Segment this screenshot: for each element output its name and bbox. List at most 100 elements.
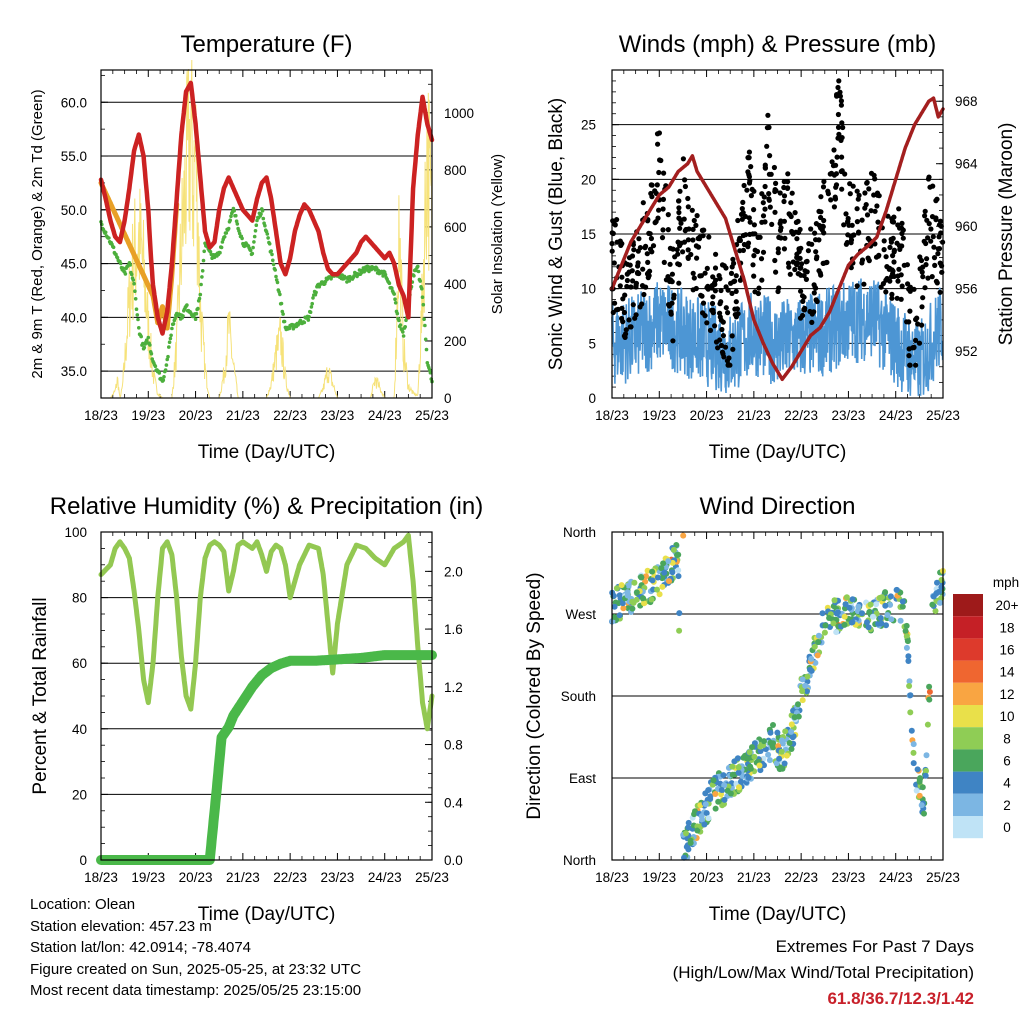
- direction-point: [907, 709, 914, 716]
- extremes-values: 61.8/36.7/12.3/1.42: [827, 989, 974, 1008]
- gust-point: [884, 275, 890, 282]
- direction-point: [834, 609, 841, 616]
- chart-title: Relative Humidity (%) & Precipitation (i…: [50, 493, 483, 520]
- y-axis-label: Direction (Colored By Speed): [524, 572, 545, 819]
- x-tick-label: 19/23: [131, 408, 165, 423]
- x-tick-label: 18/23: [595, 408, 629, 423]
- direction-point: [638, 574, 645, 581]
- gust-point: [785, 179, 791, 185]
- gust-point: [891, 247, 898, 253]
- direction-point: [846, 604, 853, 611]
- dewpoint-point: [169, 333, 173, 338]
- plot-frame: [100, 69, 433, 399]
- gust-point: [694, 213, 700, 219]
- gust-point: [811, 290, 817, 296]
- gust-point: [668, 311, 674, 317]
- dewpoint-point: [167, 340, 172, 345]
- gust-point: [800, 298, 806, 304]
- gust-point: [624, 283, 630, 290]
- gust-point: [814, 254, 820, 260]
- gust-point: [628, 284, 634, 290]
- extremes-description: (High/Low/Max Wind/Total Precipitation): [672, 963, 974, 982]
- direction-point: [812, 659, 819, 666]
- y2-tick-label: 1.6: [444, 622, 463, 637]
- gust-point: [778, 235, 784, 241]
- direction-point: [826, 615, 833, 621]
- legend-swatch: [953, 682, 983, 705]
- direction-point: [775, 743, 782, 749]
- direction-point: [617, 595, 624, 602]
- gust-point: [850, 232, 856, 238]
- dewpoint-point: [149, 351, 154, 356]
- latest-timestamp: Most recent data timestamp: 2025/05/25 2…: [30, 982, 362, 1000]
- direction-point: [883, 622, 889, 629]
- gust-point: [723, 284, 729, 290]
- gust-point: [818, 194, 824, 200]
- direction-point: [905, 658, 912, 664]
- gust-point: [693, 222, 699, 228]
- gust-point: [798, 288, 804, 294]
- gust-point: [665, 227, 671, 233]
- dewpoint-point: [274, 274, 278, 279]
- gust-point: [924, 256, 930, 262]
- dewpoint-point: [383, 272, 388, 277]
- legend-swatch: [953, 749, 983, 772]
- gust-point: [645, 270, 651, 276]
- legend-label: 8: [1003, 731, 1011, 746]
- gust-point: [838, 102, 845, 108]
- y2-tick-label: 2.0: [444, 564, 463, 579]
- gust-point: [916, 340, 923, 346]
- gust-point: [895, 222, 901, 228]
- x-tick-label: 24/23: [879, 870, 913, 885]
- gust-point: [718, 342, 725, 349]
- gust-point: [836, 131, 842, 137]
- dewpoint-point: [240, 236, 244, 241]
- gust-point: [682, 183, 689, 190]
- dewpoint-point: [163, 368, 168, 372]
- dewpoint-point: [133, 289, 137, 294]
- gust-point: [706, 234, 712, 240]
- direction-point: [757, 767, 764, 774]
- direction-point: [718, 787, 725, 793]
- x-tick-label: 20/23: [690, 870, 724, 885]
- gust-point: [899, 220, 905, 226]
- gust-point: [772, 187, 778, 193]
- direction-point: [705, 787, 712, 794]
- gust-point: [649, 182, 655, 188]
- dewpoint-point: [310, 301, 315, 306]
- gust-point: [898, 296, 904, 302]
- direction-point: [936, 588, 943, 595]
- gust-point: [701, 227, 707, 233]
- gust-point: [630, 302, 636, 308]
- gust-point: [712, 281, 718, 287]
- gust-point: [773, 269, 779, 275]
- direction-point: [922, 772, 929, 779]
- gust-point: [889, 291, 895, 297]
- gust-point: [766, 124, 772, 130]
- gust-point: [771, 164, 778, 171]
- gust-point: [676, 280, 682, 286]
- direction-point: [893, 586, 900, 593]
- gust-point: [891, 259, 897, 265]
- gust-point: [873, 254, 880, 260]
- gust-point: [633, 280, 640, 286]
- direction-point: [776, 755, 783, 762]
- gust-point: [921, 238, 927, 244]
- direction-point: [710, 777, 717, 784]
- gust-point: [745, 244, 751, 250]
- gust-point: [670, 338, 676, 344]
- dewpoint-point: [170, 326, 174, 331]
- direction-point: [661, 569, 668, 576]
- dewpoint-point: [270, 252, 274, 257]
- plot-area: [98, 59, 435, 399]
- figure-created: Figure created on Sun, 2025-05-25, at 23…: [30, 960, 362, 978]
- gust-point: [762, 165, 769, 171]
- gust-point: [812, 230, 818, 236]
- x-tick-label: 20/23: [179, 408, 213, 423]
- panel-1: Temperature (F) Time (Day/UTC) 2m & 9m T (…: [29, 31, 506, 463]
- gust-point: [797, 315, 804, 321]
- gust-point: [751, 222, 758, 228]
- direction-point: [644, 567, 651, 574]
- gust-point: [764, 143, 770, 149]
